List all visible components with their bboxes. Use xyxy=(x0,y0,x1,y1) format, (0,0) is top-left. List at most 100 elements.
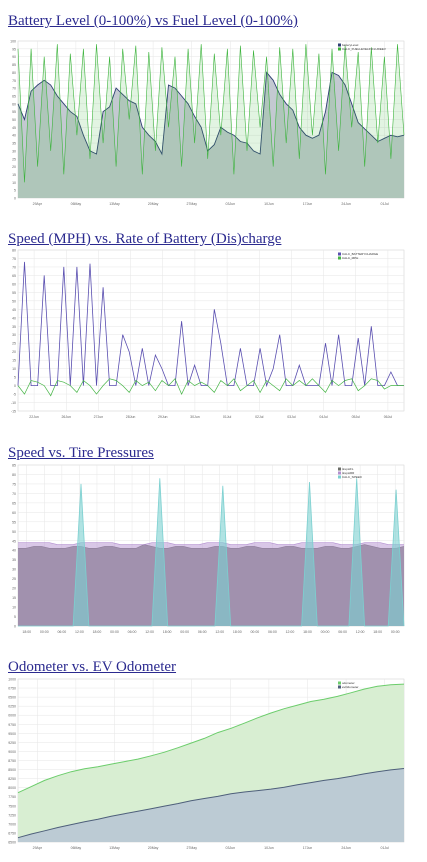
chart-title-link[interactable]: Speed vs. Tire Pressures xyxy=(8,445,154,461)
y-tick-label: 50 xyxy=(12,530,16,534)
legend-swatch xyxy=(338,681,341,685)
y-tick-label: 9250 xyxy=(8,741,16,745)
x-tick-label: 30Jun xyxy=(190,415,200,419)
speed-charge-chart-svg: -15 -10 -5 0 5 10 15 20 25 30 35 40 45 50 55 60 65 70 75 80… xyxy=(11,249,405,419)
x-tick-label: 27Jun xyxy=(94,415,104,419)
y-tick-label: 6500 xyxy=(8,841,16,845)
y-tick-label: 75 xyxy=(12,482,16,486)
x-tick-label: 06:00 xyxy=(268,630,277,634)
y-tick-label: 55 xyxy=(12,291,16,295)
x-tick-label: 24Jun xyxy=(341,202,351,206)
x-tick-label: 06May xyxy=(71,846,82,850)
chart-title-link[interactable]: Odometer vs. EV Odometer xyxy=(8,659,177,675)
y-tick-label: 50 xyxy=(12,118,16,122)
y-tick-label: 30 xyxy=(12,333,16,337)
y-tick-label: 90 xyxy=(12,55,16,59)
x-tick-label: 29Jun xyxy=(158,415,168,419)
series-line xyxy=(17,768,405,839)
x-tick-label: 18:00 xyxy=(93,630,102,634)
series-line xyxy=(17,261,404,388)
legend-label: CALC_FUELLEVELINCLUDEEV xyxy=(342,47,386,51)
x-tick-label: 12:00 xyxy=(215,630,224,634)
x-tick-label: 00:00 xyxy=(40,630,49,634)
speed-charge-chart: -15 -10 -5 0 5 10 15 20 25 30 35 40 45 50 55 60 65 70 75 80… xyxy=(8,247,408,423)
y-tick-label: 95 xyxy=(12,47,16,51)
x-tick-label: 22Jun xyxy=(29,415,39,419)
y-tick-label: 85 xyxy=(12,464,16,468)
y-tick-label: 7250 xyxy=(8,813,16,817)
chart-title-link[interactable]: Battery Level (0-100%) vs Fuel Level (0-… xyxy=(8,13,298,29)
legend-swatch xyxy=(338,252,341,256)
x-tick-label: 00:00 xyxy=(110,630,119,634)
x-tick-label: 00:00 xyxy=(250,630,259,634)
x-tick-label: 27May xyxy=(186,202,197,206)
speed-tire-chart: 0 5 10 15 20 25 30 35 40 45 50 55 60 65 70 75 80 85 18:00 0… xyxy=(8,462,408,638)
x-tick-label: 18:00 xyxy=(233,630,242,634)
legend-swatch xyxy=(338,685,341,689)
y-tick-label: 55 xyxy=(12,520,16,524)
y-tick-label: 8500 xyxy=(8,768,16,772)
x-tick-label: 10Jun xyxy=(264,202,274,206)
y-tick-label: 15 xyxy=(12,359,16,363)
y-tick-label: 80 xyxy=(12,249,16,253)
x-tick-label: 17Jun xyxy=(303,846,313,850)
chart-title-link[interactable]: Speed (MPH) vs. Rate of Battery (Dis)cha… xyxy=(8,231,282,247)
y-tick-label: 7500 xyxy=(8,804,16,808)
series-line xyxy=(18,478,405,627)
legend-swatch xyxy=(338,467,341,471)
y-tick-label: 75 xyxy=(12,257,16,261)
y-tick-label: 10 xyxy=(12,367,16,371)
x-tick-label: 01Jul xyxy=(381,202,390,206)
x-tick-label: 06:00 xyxy=(198,630,207,634)
x-tick-label: 29Apr xyxy=(33,202,43,206)
y-tick-label: 10000 xyxy=(8,714,16,718)
x-tick-label: 06May xyxy=(71,202,82,206)
legend-label: evOdometer xyxy=(342,685,359,689)
y-tick-label: 65 xyxy=(12,274,16,278)
x-tick-label: 05Jul xyxy=(352,415,361,419)
x-tick-label: 20May xyxy=(148,202,159,206)
y-tick-label: 65 xyxy=(12,94,16,98)
legend-swatch xyxy=(338,475,341,479)
battery-fuel-chart: 0 5 10 15 20 25 30 35 40 45 50 55 60 65 70 75 80 85 90 95 10… xyxy=(8,38,408,210)
y-tick-label: 65 xyxy=(12,501,16,505)
series-area xyxy=(18,72,404,198)
legend-swatch xyxy=(338,47,341,51)
y-tick-label: 70 xyxy=(12,87,16,91)
x-tick-label: 27May xyxy=(186,846,197,850)
x-tick-label: 06:00 xyxy=(57,630,66,634)
y-tick-label: 15 xyxy=(12,173,16,177)
series-line xyxy=(17,378,404,397)
x-tick-label: 18:00 xyxy=(163,630,172,634)
series-line xyxy=(17,683,405,794)
x-tick-label: 13May xyxy=(109,202,120,206)
y-tick-label: 8000 xyxy=(8,786,16,790)
x-tick-label: 03Jun xyxy=(226,202,236,206)
x-tick-label: 12:00 xyxy=(75,630,84,634)
y-tick-label: 60 xyxy=(12,511,16,515)
y-tick-label: 35 xyxy=(12,558,16,562)
y-tick-label: -10 xyxy=(11,401,16,405)
y-tick-label: 75 xyxy=(12,79,16,83)
y-tick-label: 45 xyxy=(12,126,16,130)
x-tick-label: 00:00 xyxy=(391,630,400,634)
legend-swatch xyxy=(338,256,341,260)
y-tick-label: 100 xyxy=(10,40,16,44)
y-tick-label: 10750 xyxy=(8,687,16,691)
y-tick-label: -15 xyxy=(11,410,16,414)
series-line xyxy=(17,71,405,156)
x-tick-label: 00:00 xyxy=(180,630,189,634)
y-tick-label: 25 xyxy=(12,577,16,581)
y-tick-label: 11000 xyxy=(8,678,16,682)
x-tick-label: 06Jul xyxy=(384,415,393,419)
y-tick-label: 5 xyxy=(14,189,16,193)
series-area xyxy=(18,478,404,626)
y-tick-label: -5 xyxy=(13,393,16,397)
y-tick-label: 8750 xyxy=(8,759,16,763)
x-tick-label: 03Jul xyxy=(287,415,296,419)
battery-fuel-chart-svg: 0 5 10 15 20 25 30 35 40 45 50 55 60 65 70 75 80 85 90 95 10… xyxy=(10,40,405,206)
legend-swatch xyxy=(338,471,341,475)
x-tick-label: 26Jun xyxy=(61,415,71,419)
